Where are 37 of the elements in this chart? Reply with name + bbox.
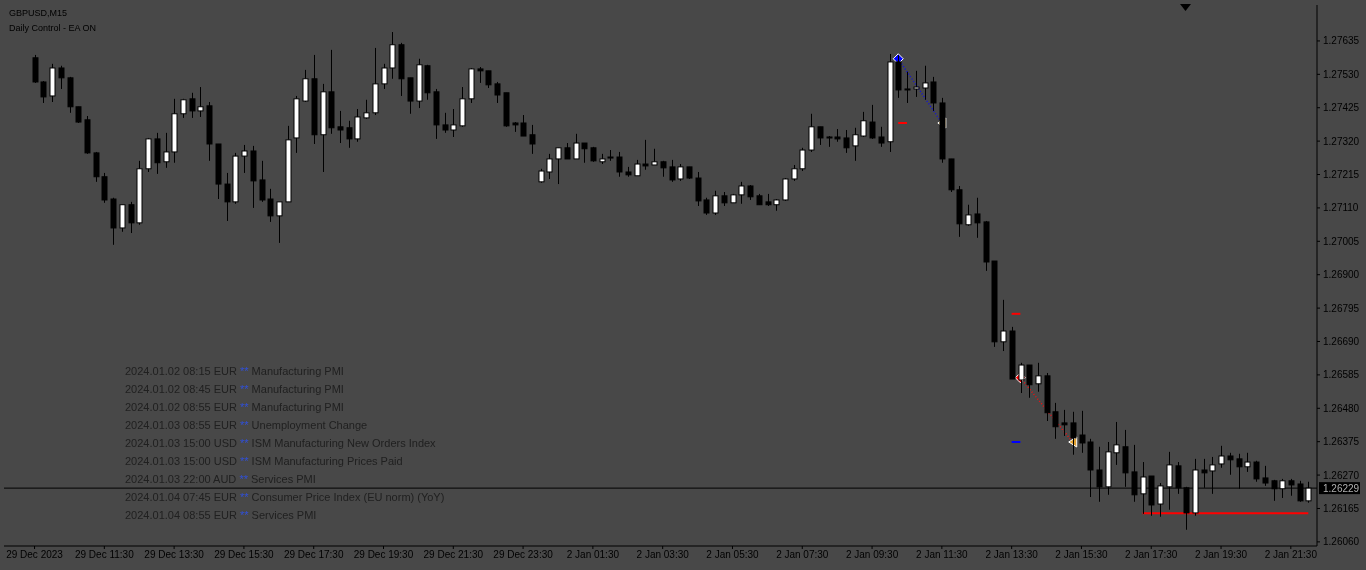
y-tick-label: 1.26900 (1323, 269, 1360, 281)
x-tick-label: 2 Jan 15:30 (1055, 549, 1109, 561)
y-tick-label: 1.26690 (1323, 336, 1360, 348)
y-tick-label: 1.27320 (1323, 135, 1360, 147)
y-tick-label: 1.27005 (1323, 235, 1360, 247)
x-tick-label: 29 Dec 2023 (6, 549, 64, 561)
y-tick-label: 1.26165 (1323, 503, 1360, 515)
y-tick-label: 1.26585 (1323, 369, 1360, 381)
y-tick-label: 1.27635 (1323, 35, 1360, 47)
x-tick-label: 2 Jan 09:30 (845, 549, 899, 561)
y-tick-label: 1.26270 (1323, 469, 1360, 481)
x-tick-label: 29 Dec 17:30 (283, 549, 344, 561)
x-tick-label: 2 Jan 05:30 (706, 549, 760, 561)
x-tick-label: 2 Jan 01:30 (566, 549, 620, 561)
x-tick-label: 29 Dec 19:30 (353, 549, 414, 561)
ref-line-label: 1.26229 (1323, 483, 1360, 495)
x-tick-label: 29 Dec 21:30 (423, 549, 484, 561)
y-tick-label: 1.26795 (1323, 302, 1360, 314)
y-tick-label: 1.26060 (1323, 536, 1360, 548)
y-tick-label: 1.27110 (1323, 202, 1359, 214)
chart-title: GBPUSD,M15 (9, 7, 69, 20)
y-tick-label: 1.26375 (1323, 436, 1360, 448)
x-tick-label: 2 Jan 13:30 (985, 549, 1039, 561)
x-tick-label: 29 Dec 15:30 (214, 549, 275, 561)
y-tick-label: 1.27215 (1323, 169, 1360, 181)
x-tick-label: 29 Dec 11:30 (74, 549, 135, 561)
x-tick-label: 2 Jan 17:30 (1125, 549, 1178, 561)
x-tick-label: 29 Dec 23:30 (493, 549, 554, 561)
x-tick-label: 2 Jan 07:30 (776, 549, 829, 561)
x-tick-label: 2 Jan 11:30 (916, 549, 969, 561)
y-tick-label: 1.26480 (1323, 402, 1360, 414)
x-tick-label: 2 Jan 19:30 (1194, 549, 1248, 561)
x-tick-label: 2 Jan 21:30 (1264, 549, 1318, 561)
x-tick-label: 29 Dec 13:30 (144, 549, 205, 561)
x-tick-label: 2 Jan 03:30 (636, 549, 690, 561)
y-tick-label: 1.27425 (1323, 102, 1360, 114)
y-tick-label: 1.27530 (1323, 68, 1360, 80)
